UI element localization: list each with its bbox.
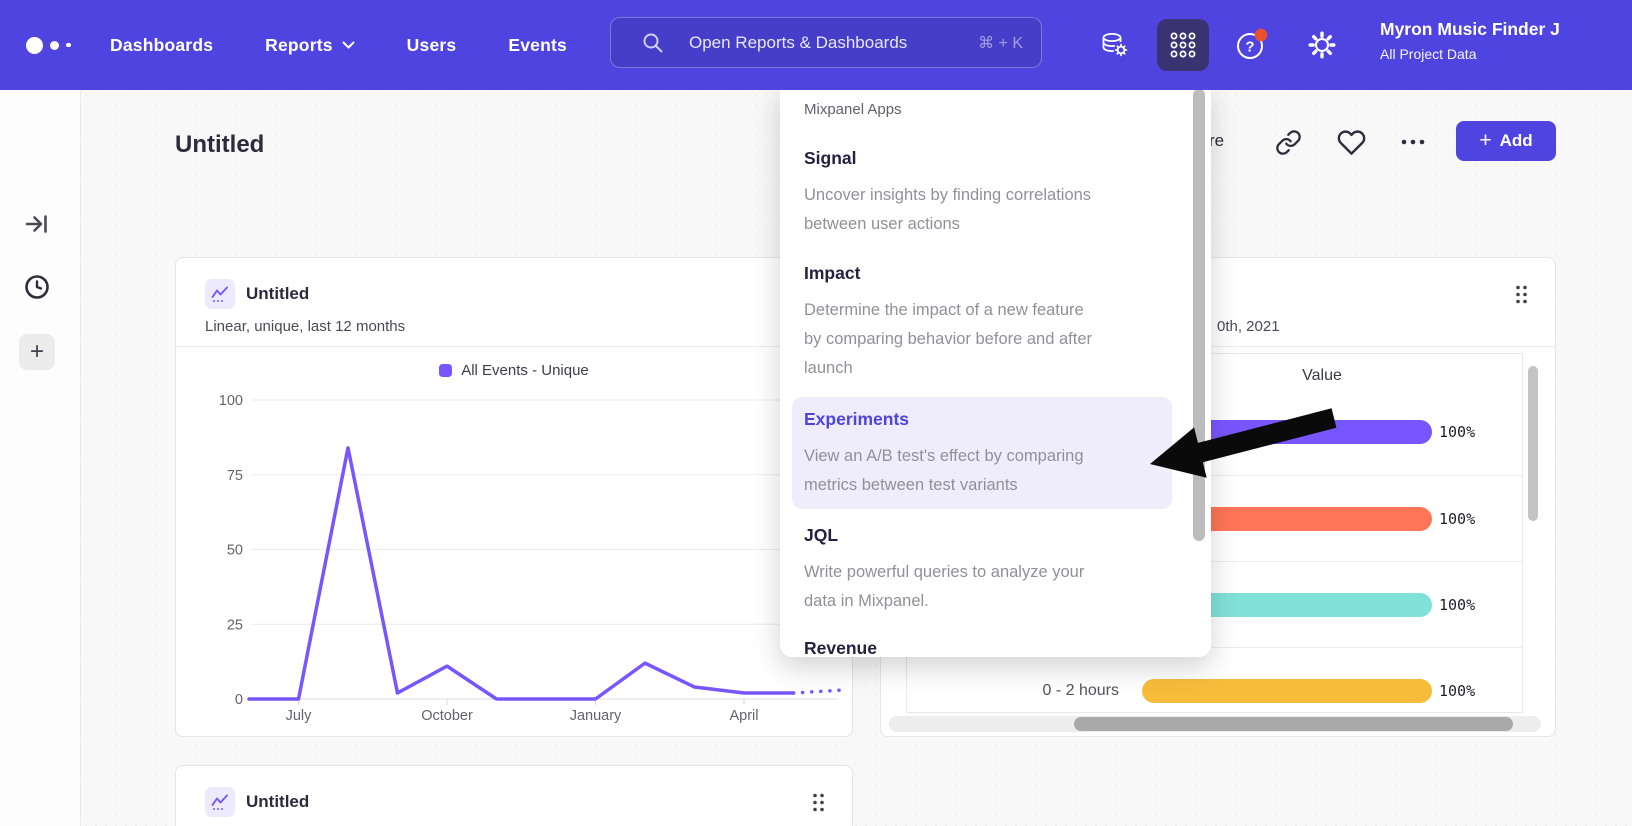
card-subtitle-visible: 0th, 2021: [1217, 318, 1280, 335]
user-name: Myron Music Finder J: [1380, 19, 1560, 39]
legend-label: All Events - Unique: [461, 362, 589, 379]
drag-handle-icon[interactable]: [1514, 284, 1529, 310]
menu-item-jql-description: Write powerful queries to analyze your d…: [804, 563, 1085, 610]
bottom-partial-card: Untitled: [175, 765, 853, 826]
nav-users[interactable]: Users: [407, 35, 457, 56]
insights-line-chart-card: Untitled Linear, unique, last 12 months …: [175, 257, 853, 737]
svg-text:25: 25: [227, 617, 243, 633]
card-subtitle: Linear, unique, last 12 months: [205, 318, 406, 335]
copy-link-icon: [1275, 129, 1301, 155]
user-project-menu[interactable]: Myron Music Finder J All Project Data: [1380, 19, 1632, 62]
settings-button[interactable]: [1296, 0, 1348, 90]
search-shortcut: ⌘ + K: [978, 34, 1023, 52]
row-value: 100%: [1439, 510, 1476, 528]
mixpanel-logo-icon[interactable]: [26, 0, 71, 90]
sidebar-add-button[interactable]: +: [19, 334, 55, 370]
svg-text:75: 75: [227, 468, 243, 484]
help-icon: ?: [1237, 28, 1268, 59]
value-bar: [1142, 679, 1432, 703]
plus-icon: +: [1479, 129, 1492, 152]
nav-dashboards-label: Dashboards: [110, 34, 214, 55]
add-button[interactable]: + Add: [1456, 121, 1556, 161]
nav-reports[interactable]: Reports: [265, 35, 355, 56]
more-ellipsis-icon: [1401, 139, 1425, 145]
global-search-input[interactable]: Open Reports & Dashboards ⌘ + K: [610, 17, 1042, 68]
vertical-scrollbar[interactable]: [1528, 366, 1538, 521]
menu-item-revenue[interactable]: Revenue: [804, 638, 877, 657]
notification-dot: [1254, 28, 1268, 42]
menu-item-impact-description: Determine the impact of a new feature by…: [804, 301, 1093, 377]
drag-handle-icon[interactable]: [811, 792, 826, 818]
row-value: 100%: [1439, 682, 1476, 700]
chart-legend[interactable]: All Events - Unique: [176, 362, 852, 379]
apps-grid-icon: [1170, 32, 1196, 58]
dropdown-scrollbar[interactable]: [1193, 89, 1205, 541]
svg-text:July: July: [286, 708, 313, 724]
mixpanel-apps-dropdown: Mixpanel Apps Signal Uncover insights by…: [780, 85, 1211, 657]
nav-dashboards[interactable]: Dashboards: [110, 35, 213, 56]
apps-grid-button[interactable]: [1157, 19, 1209, 71]
menu-item-signal[interactable]: Signal: [804, 148, 857, 168]
search-placeholder: Open Reports & Dashboards: [689, 32, 908, 52]
menu-item-experiments-highlight[interactable]: [792, 397, 1172, 509]
settings-gear-icon: [1308, 31, 1336, 59]
project-name: All Project Data: [1380, 46, 1477, 62]
favorite-button[interactable]: [1336, 127, 1366, 157]
recent-clock-icon: [25, 275, 49, 299]
line-chart-card-icon: [205, 787, 235, 817]
apps-menu-header: Mixpanel Apps: [804, 101, 902, 118]
page-title: Untitled: [175, 131, 265, 158]
horizontal-scrollbar-track[interactable]: [889, 716, 1541, 732]
line-chart-card-icon: [205, 279, 235, 309]
svg-text:100: 100: [219, 393, 243, 409]
value-column-header: Value: [1302, 367, 1342, 384]
expand-arrow-icon: [25, 215, 47, 233]
search-icon: [643, 33, 663, 52]
svg-text:April: April: [729, 708, 758, 724]
legend-color-swatch: [439, 364, 453, 377]
divider: [176, 346, 852, 347]
card-title[interactable]: Untitled: [246, 792, 310, 811]
copy-link-button[interactable]: [1273, 127, 1303, 157]
menu-item-experiments[interactable]: Experiments: [804, 409, 910, 429]
top-navbar: Dashboards Reports Users Events Open Rep…: [0, 0, 1632, 90]
row-value: 100%: [1439, 423, 1476, 441]
help-button[interactable]: ?: [1227, 0, 1279, 90]
favorite-heart-icon: [1337, 129, 1365, 155]
data-management-icon[interactable]: [1088, 0, 1140, 90]
sidebar-recent-button[interactable]: [19, 269, 55, 305]
svg-text:?: ?: [1245, 39, 1254, 56]
svg-text:January: January: [570, 708, 622, 724]
menu-item-signal-description: Uncover insights by finding correlations…: [804, 186, 1092, 233]
sidebar-expand-button[interactable]: [19, 206, 55, 242]
svg-text:0: 0: [235, 692, 243, 708]
menu-item-jql[interactable]: JQL: [804, 525, 839, 545]
row-value: 100%: [1439, 596, 1476, 614]
nav-users-label: Users: [406, 34, 457, 55]
divider: [881, 346, 1555, 347]
nav-events-label: Events: [508, 34, 567, 55]
line-chart: 0 25 50 75 100 July October January April: [219, 393, 845, 724]
plus-icon: +: [29, 338, 44, 365]
chevron-down-icon: [342, 41, 355, 49]
horizontal-scrollbar-thumb[interactable]: [1074, 717, 1513, 731]
primary-nav: Dashboards Reports Users Events: [110, 0, 567, 90]
left-sidebar: +: [0, 90, 81, 826]
svg-text:50: 50: [227, 543, 243, 559]
menu-item-impact[interactable]: Impact: [804, 263, 861, 283]
share-button[interactable]: re: [1209, 131, 1225, 150]
table-row: 0 - 2 hours 100%: [907, 647, 1522, 712]
svg-text:October: October: [421, 708, 473, 724]
menu-item-experiments-description: View an A/B test's effect by comparing m…: [804, 447, 1084, 494]
add-button-label: Add: [1499, 131, 1533, 150]
more-options-button[interactable]: [1398, 127, 1428, 157]
row-label: 0 - 2 hours: [1042, 682, 1119, 699]
nav-events[interactable]: Events: [508, 35, 567, 56]
nav-reports-label: Reports: [265, 34, 333, 55]
card-title[interactable]: Untitled: [246, 284, 310, 303]
